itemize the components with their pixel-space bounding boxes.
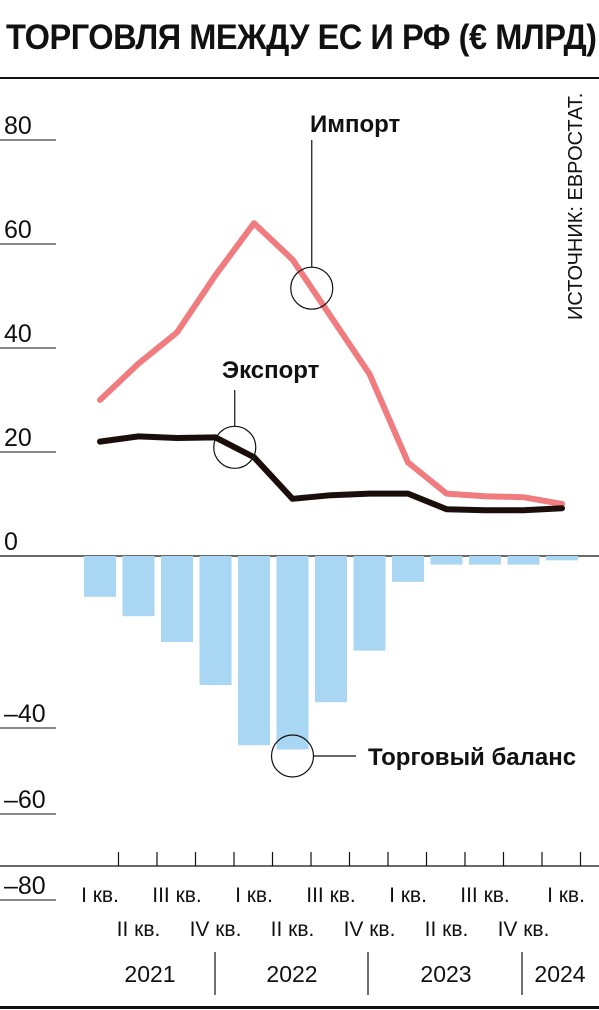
y-tick-label: 20 (4, 424, 32, 452)
balance-bar (84, 556, 116, 597)
year-label: 2022 (266, 961, 317, 987)
year-label: 2021 (124, 961, 175, 987)
balance-bar (430, 556, 463, 565)
category-label: III кв. (306, 884, 356, 907)
y-tick-label: –60 (4, 786, 46, 814)
category-label: I кв. (235, 884, 273, 907)
balance-bar (315, 556, 347, 703)
y-tick-label: 80 (4, 112, 32, 140)
balance-bars (84, 556, 578, 750)
category-label: IV кв. (190, 918, 242, 941)
category-label: IV кв. (344, 918, 396, 941)
series-lines (97, 220, 565, 514)
year-label: 2024 (534, 961, 585, 987)
gridlines: 80 60 40 20 0 –40 –60 –80 (0, 112, 599, 901)
source-note: ИСТОЧНИК: ЕВРОСТАТ. (565, 93, 587, 320)
chart-title: ТОРГОВЛЯ МЕЖДУ ЕС И РФ (€ МЛРД) (6, 18, 597, 57)
annotations: Импорт Экспорт Торговый баланс (213, 111, 576, 778)
balance-bar (546, 556, 578, 561)
balance-bar (507, 556, 540, 565)
category-label: III кв. (152, 884, 202, 907)
balance-bar (276, 556, 309, 750)
export-line (97, 433, 565, 514)
balance-bar (392, 556, 424, 582)
balance-bar (199, 556, 232, 685)
import-line (97, 220, 565, 507)
export-label: Экспорт (222, 357, 320, 384)
x-axis: I кв. II кв. III кв. IV кв. I кв. II кв. III к… (0, 852, 599, 995)
balance-bar (122, 556, 155, 617)
balance-label: Торговый баланс (368, 744, 576, 771)
year-label: 2023 (420, 961, 471, 987)
y-tick-label: 0 (4, 528, 18, 556)
balance-bar (238, 556, 270, 746)
balance-bar (469, 556, 501, 565)
category-label: II кв. (425, 918, 469, 941)
balance-bar (161, 556, 193, 642)
title-divider (0, 77, 599, 79)
category-label: II кв. (117, 918, 161, 941)
category-label: I кв. (547, 884, 585, 907)
category-label: III кв. (460, 884, 510, 907)
bottom-divider (0, 1006, 599, 1009)
y-tick-label: –40 (4, 700, 46, 728)
y-tick-label: 60 (4, 216, 32, 244)
category-label: II кв. (271, 918, 315, 941)
category-label: I кв. (389, 884, 427, 907)
category-label: IV кв. (498, 918, 550, 941)
category-label: I кв. (81, 884, 119, 907)
y-tick-label: 40 (4, 320, 32, 348)
y-tick-label: –80 (4, 872, 46, 900)
balance-bar (353, 556, 386, 651)
import-label: Импорт (310, 111, 401, 138)
